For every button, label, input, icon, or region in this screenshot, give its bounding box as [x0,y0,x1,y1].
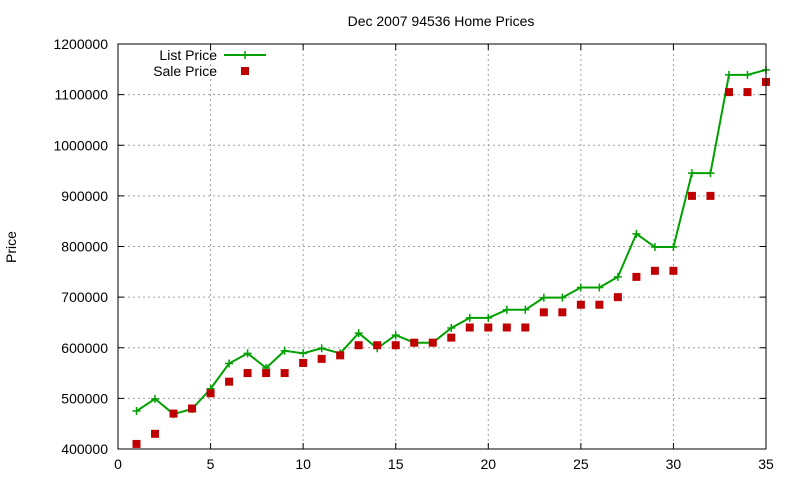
sale-price-point [317,354,326,363]
sale-price-point [188,404,197,413]
list-price-point [632,229,641,238]
list-price-point [613,272,622,281]
sale-price-point [539,308,548,317]
sale-price-point [706,191,715,200]
sale-price-point [225,377,234,386]
y-tick-label: 800000 [61,239,108,255]
sale-price-point [613,293,622,302]
sale-price-point [465,323,474,332]
list-price-point [132,407,141,416]
sale-price-point [262,369,271,378]
sale-price-point [558,308,567,317]
list-price-point [317,344,326,353]
x-tick-label: 25 [573,456,589,472]
axis-ticks: 0 5 10 15 20 25 30 35 400000 500000 600000 700000 80… [53,36,774,472]
y-tick-label: 1000000 [53,137,108,153]
list-price-point [484,313,493,322]
sale-price-point [132,439,141,448]
y-tick-label: 900000 [61,188,108,204]
list-price-point [299,349,308,358]
sale-price-point [669,266,678,275]
list-price-point [465,313,474,322]
y-tick-label: 500000 [61,390,108,406]
list-price-point [354,329,363,338]
sale-price-point [521,323,530,332]
list-price-point [558,293,567,302]
list-price-point [539,293,548,302]
sale-price-point [447,333,456,342]
list-price-point [724,70,733,79]
legend-swatch-sale-price [241,67,249,75]
x-tick-label: 0 [114,456,122,472]
sale-price-point [280,369,289,378]
sale-price-point [428,338,437,347]
list-price-point [447,324,456,333]
list-price-point [650,243,659,252]
legend-label-sale-price: Sale Price [153,63,217,79]
sale-price-point [206,389,215,398]
sale-price-point [502,323,511,332]
legend-label-list-price: List Price [159,47,217,63]
list-price-point [595,283,604,292]
sale-price-point [632,272,641,281]
sale-price-point [391,341,400,350]
y-tick-label: 600000 [61,340,108,356]
y-axis-label: Price [3,231,19,263]
list-price-point [706,169,715,178]
list-price-point [243,349,252,358]
sale-price-point [373,341,382,350]
x-tick-label: 20 [480,456,496,472]
list-price-line [135,68,767,416]
series-group [132,65,770,448]
sale-price-point [299,358,308,367]
list-price-point [576,283,585,292]
list-price-point [391,331,400,340]
list-price-point [151,394,160,403]
sale-price-point [650,266,659,275]
x-tick-label: 10 [295,456,311,472]
x-tick-label: 35 [758,456,774,472]
list-price-point [521,305,530,314]
y-tick-label: 700000 [61,289,108,305]
list-price-point [280,346,289,355]
x-tick-label: 5 [207,456,215,472]
sale-price-point [169,409,178,418]
sale-price-point [410,338,419,347]
list-price-point [502,305,511,314]
sale-price-point [595,300,604,309]
x-tick-label: 30 [666,456,682,472]
sale-price-point [354,341,363,350]
sale-price-point [484,323,493,332]
sale-price-point [576,300,585,309]
list-price-point [743,70,752,79]
list-price-point [669,243,678,252]
chart-title: Dec 2007 94536 Home Prices [348,13,535,29]
legend-marker-list-price [241,51,249,59]
sale-price-point [336,351,345,360]
list-price-point [687,169,696,178]
y-tick-label: 1200000 [53,36,108,52]
sale-price-point [151,429,160,438]
sale-price-point [687,191,696,200]
sale-price-point [743,88,752,97]
list-price-point [225,359,234,368]
sale-price-point [243,369,252,378]
sale-price-point [724,88,733,97]
x-tick-label: 15 [388,456,404,472]
y-tick-label: 1100000 [55,87,109,103]
y-tick-label: 400000 [61,441,108,457]
